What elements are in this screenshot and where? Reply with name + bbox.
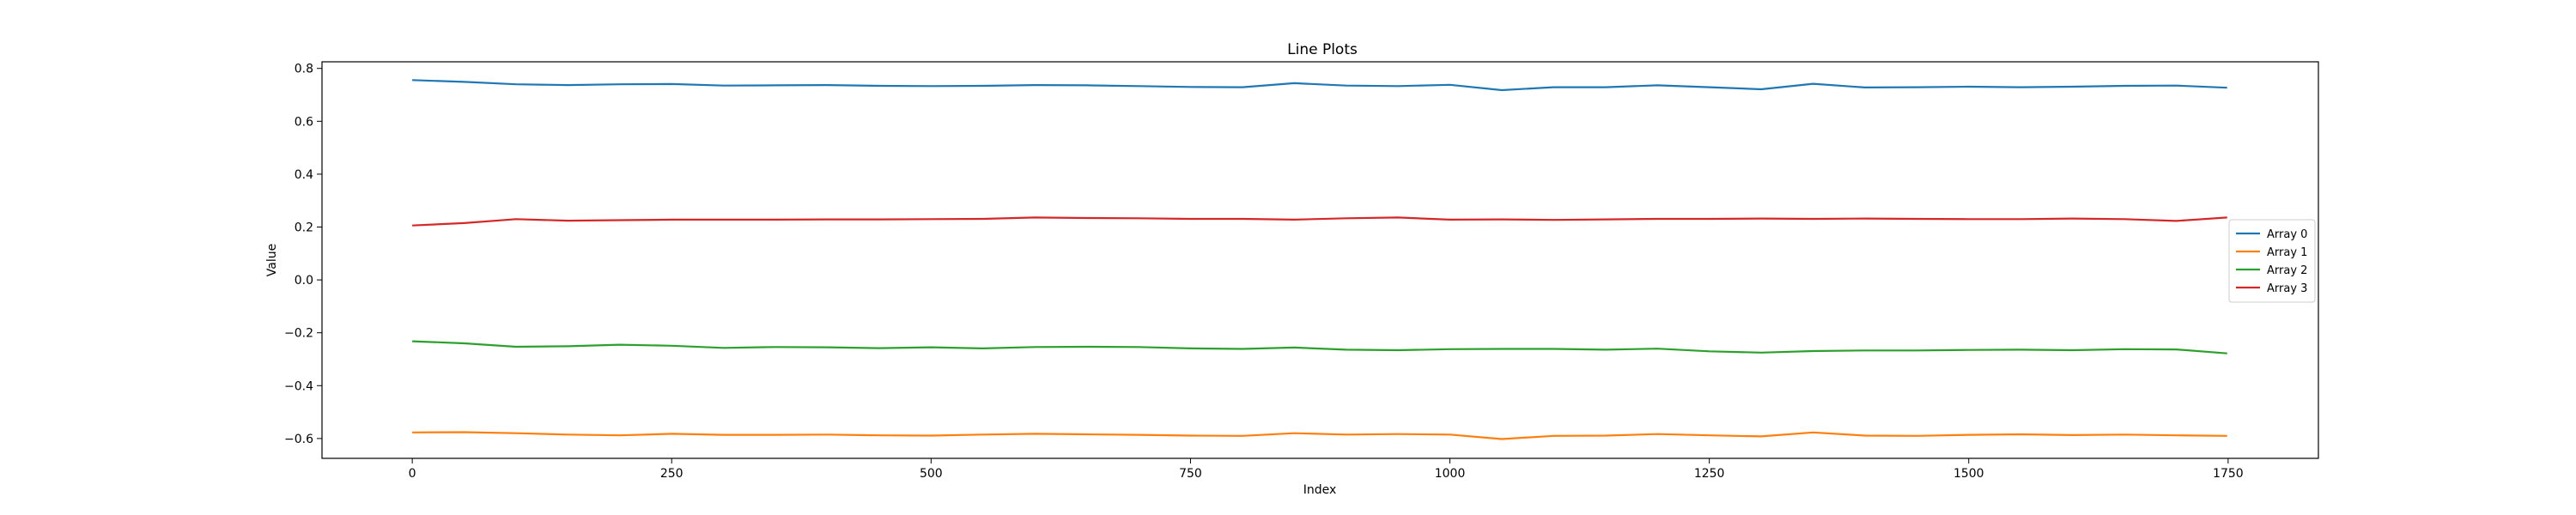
x-tick-label: 500: [920, 467, 943, 481]
legend: Array 0 Array 1 Array 2 Array 3: [2228, 219, 2316, 303]
x-tick-label: 250: [660, 467, 683, 481]
y-axis: −0.6 −0.4 −0.2 0.0 0.2 0.4 0.6 0.8: [284, 63, 322, 446]
y-tick-label: −0.4: [284, 379, 313, 393]
x-tick-label: 1250: [1694, 467, 1725, 481]
x-tick-label: 750: [1179, 467, 1202, 481]
series-line-array-2: [412, 340, 2227, 354]
y-tick-label: 0.2: [295, 221, 313, 235]
y-axis-label: Value: [265, 244, 279, 276]
y-tick-label: −0.2: [284, 327, 313, 341]
x-axis: 0 250 500 750 1000 1250 1500 1750: [409, 458, 2244, 481]
y-tick-label: 0.8: [295, 63, 313, 76]
plot-area: [321, 61, 2319, 459]
series-lines: [412, 79, 2227, 440]
x-tick-label: 1500: [1953, 467, 1984, 481]
x-tick-label: 1000: [1435, 467, 1466, 481]
x-axis-label: Index: [1303, 483, 1337, 497]
y-tick-label: −0.6: [284, 433, 313, 446]
chart-title: Line Plots: [1287, 41, 1358, 58]
series-line-array-1: [412, 431, 2227, 440]
series-line-array-3: [412, 216, 2227, 227]
series-line-array-0: [412, 79, 2227, 92]
y-tick-label: 0.0: [295, 274, 313, 288]
legend-box: [2228, 219, 2316, 303]
x-tick-label: 1750: [2213, 467, 2244, 481]
legend-label: Array 3: [2267, 282, 2307, 295]
legend-label: Array 2: [2267, 264, 2307, 277]
y-tick-label: 0.6: [295, 115, 313, 129]
legend-label: Array 1: [2267, 246, 2307, 259]
legend-label: Array 0: [2267, 228, 2307, 241]
x-tick-label: 0: [409, 467, 416, 481]
y-tick-label: 0.4: [295, 168, 313, 182]
